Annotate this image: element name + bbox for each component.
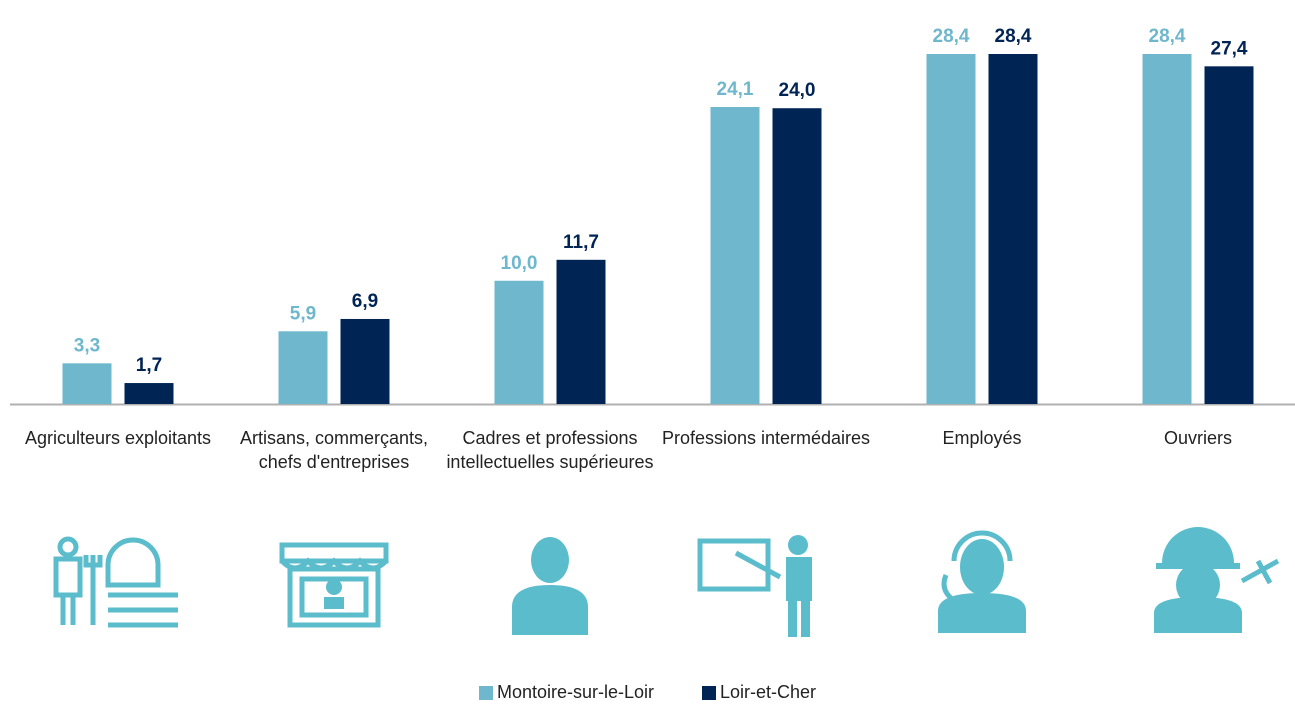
icon-employee — [938, 530, 1026, 633]
legend-label: Loir-et-Cher — [720, 682, 817, 702]
value-label: 1,7 — [136, 355, 162, 376]
icon-teacher — [697, 535, 812, 637]
legend-swatch — [478, 685, 493, 700]
bar — [1204, 66, 1254, 404]
bar — [62, 363, 112, 404]
value-label: 5,9 — [290, 303, 316, 324]
value-label: 28,4 — [933, 26, 970, 47]
bar — [710, 106, 760, 405]
x-tick-label: Artisans, commerçants, chefs d'entrepris… — [239, 428, 429, 472]
value-label: 24,1 — [717, 79, 754, 100]
bar — [772, 108, 822, 405]
legend-label: Montoire-sur-le-Loir — [496, 682, 654, 702]
plot: 3,3 1,7 5,9 6,9 10,0 11,7 24,1 24,0 28,4 28,4 28,4… — [10, 26, 1295, 637]
legend-item: Montoire-sur-le-Loir — [478, 682, 654, 703]
x-tick-label: Employés — [942, 428, 1022, 448]
x-tick-label: Agriculteurs exploitants — [24, 428, 212, 448]
bar — [1142, 54, 1192, 404]
icon-shop — [279, 542, 389, 628]
icon-worker — [1154, 527, 1280, 633]
value-label: 27,4 — [1211, 38, 1248, 59]
legend-item: Loir-et-Cher — [702, 682, 816, 703]
bar — [340, 318, 390, 404]
bar — [278, 331, 328, 404]
bar — [988, 54, 1038, 404]
value-label: 3,3 — [74, 335, 100, 356]
value-label: 11,7 — [563, 232, 599, 253]
value-label: 10,0 — [501, 253, 538, 274]
value-label: 28,4 — [1149, 26, 1186, 47]
bar — [926, 54, 976, 404]
value-label: 28,4 — [995, 26, 1032, 47]
x-tick-label: Cadres et professions intellectuelles su… — [446, 428, 654, 472]
legend: Montoire-sur-le-Loir Loir-et-Cher — [0, 682, 1295, 703]
x-tick-label: Professions intermédaires — [661, 428, 871, 448]
bar — [556, 259, 606, 404]
value-label: 24,0 — [779, 80, 816, 101]
bar — [494, 280, 544, 404]
legend-swatch — [702, 685, 716, 700]
icons — [53, 527, 1280, 637]
bar — [124, 383, 174, 404]
value-label: 6,9 — [352, 291, 378, 312]
icon-farmer — [53, 536, 178, 628]
icon-manager — [512, 537, 588, 635]
x-tick-label: Ouvriers — [1163, 428, 1232, 448]
